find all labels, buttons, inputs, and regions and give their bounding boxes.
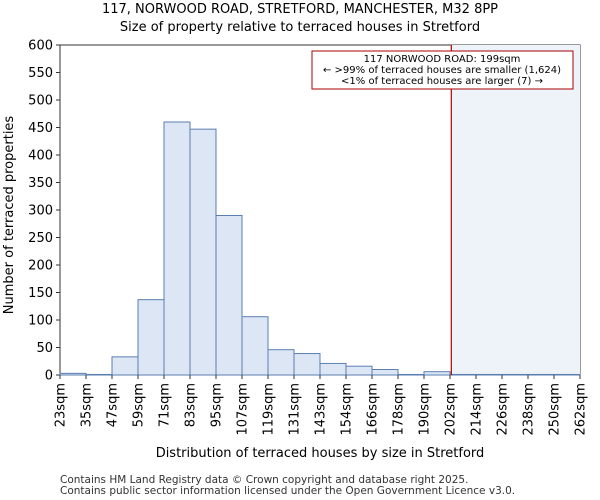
bar-119sqm (267, 349, 295, 376)
bar-35sqm (85, 373, 113, 376)
annotation-box (311, 50, 574, 90)
x-tick-label: 35sqm (80, 383, 95, 427)
x-tick-label: 143sqm (314, 383, 329, 436)
bar-202sqm (449, 373, 477, 376)
y-tick-label: 50 (36, 341, 53, 356)
x-tick-label: 214sqm (470, 383, 485, 436)
annotation-line-3: <1% of terraced houses are larger (7) → (341, 76, 543, 87)
x-tick-label: 154sqm (340, 383, 355, 436)
annotation-line-1: 117 NORWOOD ROAD: 199sqm (364, 54, 521, 65)
bar-23sqm (59, 372, 87, 376)
x-tick-label: 262sqm (574, 383, 589, 436)
x-tick-label: 119sqm (262, 383, 277, 436)
x-tick-label: 95sqm (210, 383, 225, 427)
bar-107sqm (241, 316, 269, 376)
bar-238sqm (527, 373, 555, 376)
y-tick-label: 250 (28, 231, 53, 246)
x-tick-label: 71sqm (158, 383, 173, 427)
y-tick-label: 450 (28, 121, 53, 136)
bar-190sqm (423, 371, 451, 376)
footer-line-1: Contains HM Land Registry data © Crown c… (60, 474, 468, 486)
bar-154sqm (345, 365, 373, 376)
y-tick-label: 500 (28, 94, 53, 109)
x-tick-label: 238sqm (522, 383, 537, 436)
x-tick-label: 202sqm (444, 383, 459, 436)
bar-143sqm (319, 362, 347, 376)
x-tick-label: 226sqm (496, 383, 511, 436)
larger-region-highlight (451, 45, 580, 375)
x-tick-label: 83sqm (184, 383, 199, 427)
x-tick-label: 178sqm (392, 383, 407, 436)
bar-47sqm (111, 356, 139, 376)
bar-59sqm (137, 299, 165, 376)
x-tick-label: 250sqm (548, 383, 563, 436)
y-tick-label: 150 (28, 286, 53, 301)
x-tick-label: 59sqm (132, 383, 147, 427)
x-tick-label: 107sqm (236, 383, 251, 436)
y-tick-label: 600 (28, 39, 53, 54)
x-tick-label: 47sqm (106, 383, 121, 427)
x-tick-label: 23sqm (54, 383, 69, 427)
y-tick-label: 200 (28, 259, 53, 274)
bar-166sqm (371, 369, 399, 376)
bar-131sqm (293, 353, 321, 376)
footer-line-2: Contains public sector information licen… (60, 485, 515, 497)
y-axis-label: Number of terraced properties (2, 116, 17, 315)
bar-95sqm (215, 215, 243, 376)
y-tick-label: 100 (28, 314, 53, 329)
bar-83sqm (189, 128, 217, 376)
x-axis-label: Distribution of terraced houses by size … (156, 446, 485, 461)
marker-annotation: 117 NORWOOD ROAD: 199sqm ← >99% of terra… (311, 50, 574, 90)
bar-71sqm (163, 121, 191, 376)
annotation-line-2: ← >99% of terraced houses are smaller (1… (323, 65, 561, 76)
y-tick-label: 400 (28, 149, 53, 164)
bar-214sqm (475, 373, 503, 376)
chart-title: 117, NORWOOD ROAD, STRETFORD, MANCHESTER… (102, 2, 498, 17)
bar-250sqm (553, 373, 581, 376)
bar-178sqm (397, 373, 425, 376)
x-tick-label: 166sqm (366, 383, 381, 436)
x-tick-label: 190sqm (418, 383, 433, 436)
y-tick-label: 550 (28, 66, 53, 81)
bar-226sqm (501, 373, 529, 376)
y-tick-label: 350 (28, 176, 53, 191)
x-tick-label: 131sqm (288, 383, 303, 436)
y-tick-label: 300 (28, 204, 53, 219)
y-tick-label: 0 (45, 369, 53, 384)
chart-subtitle: Size of property relative to terraced ho… (120, 20, 480, 35)
